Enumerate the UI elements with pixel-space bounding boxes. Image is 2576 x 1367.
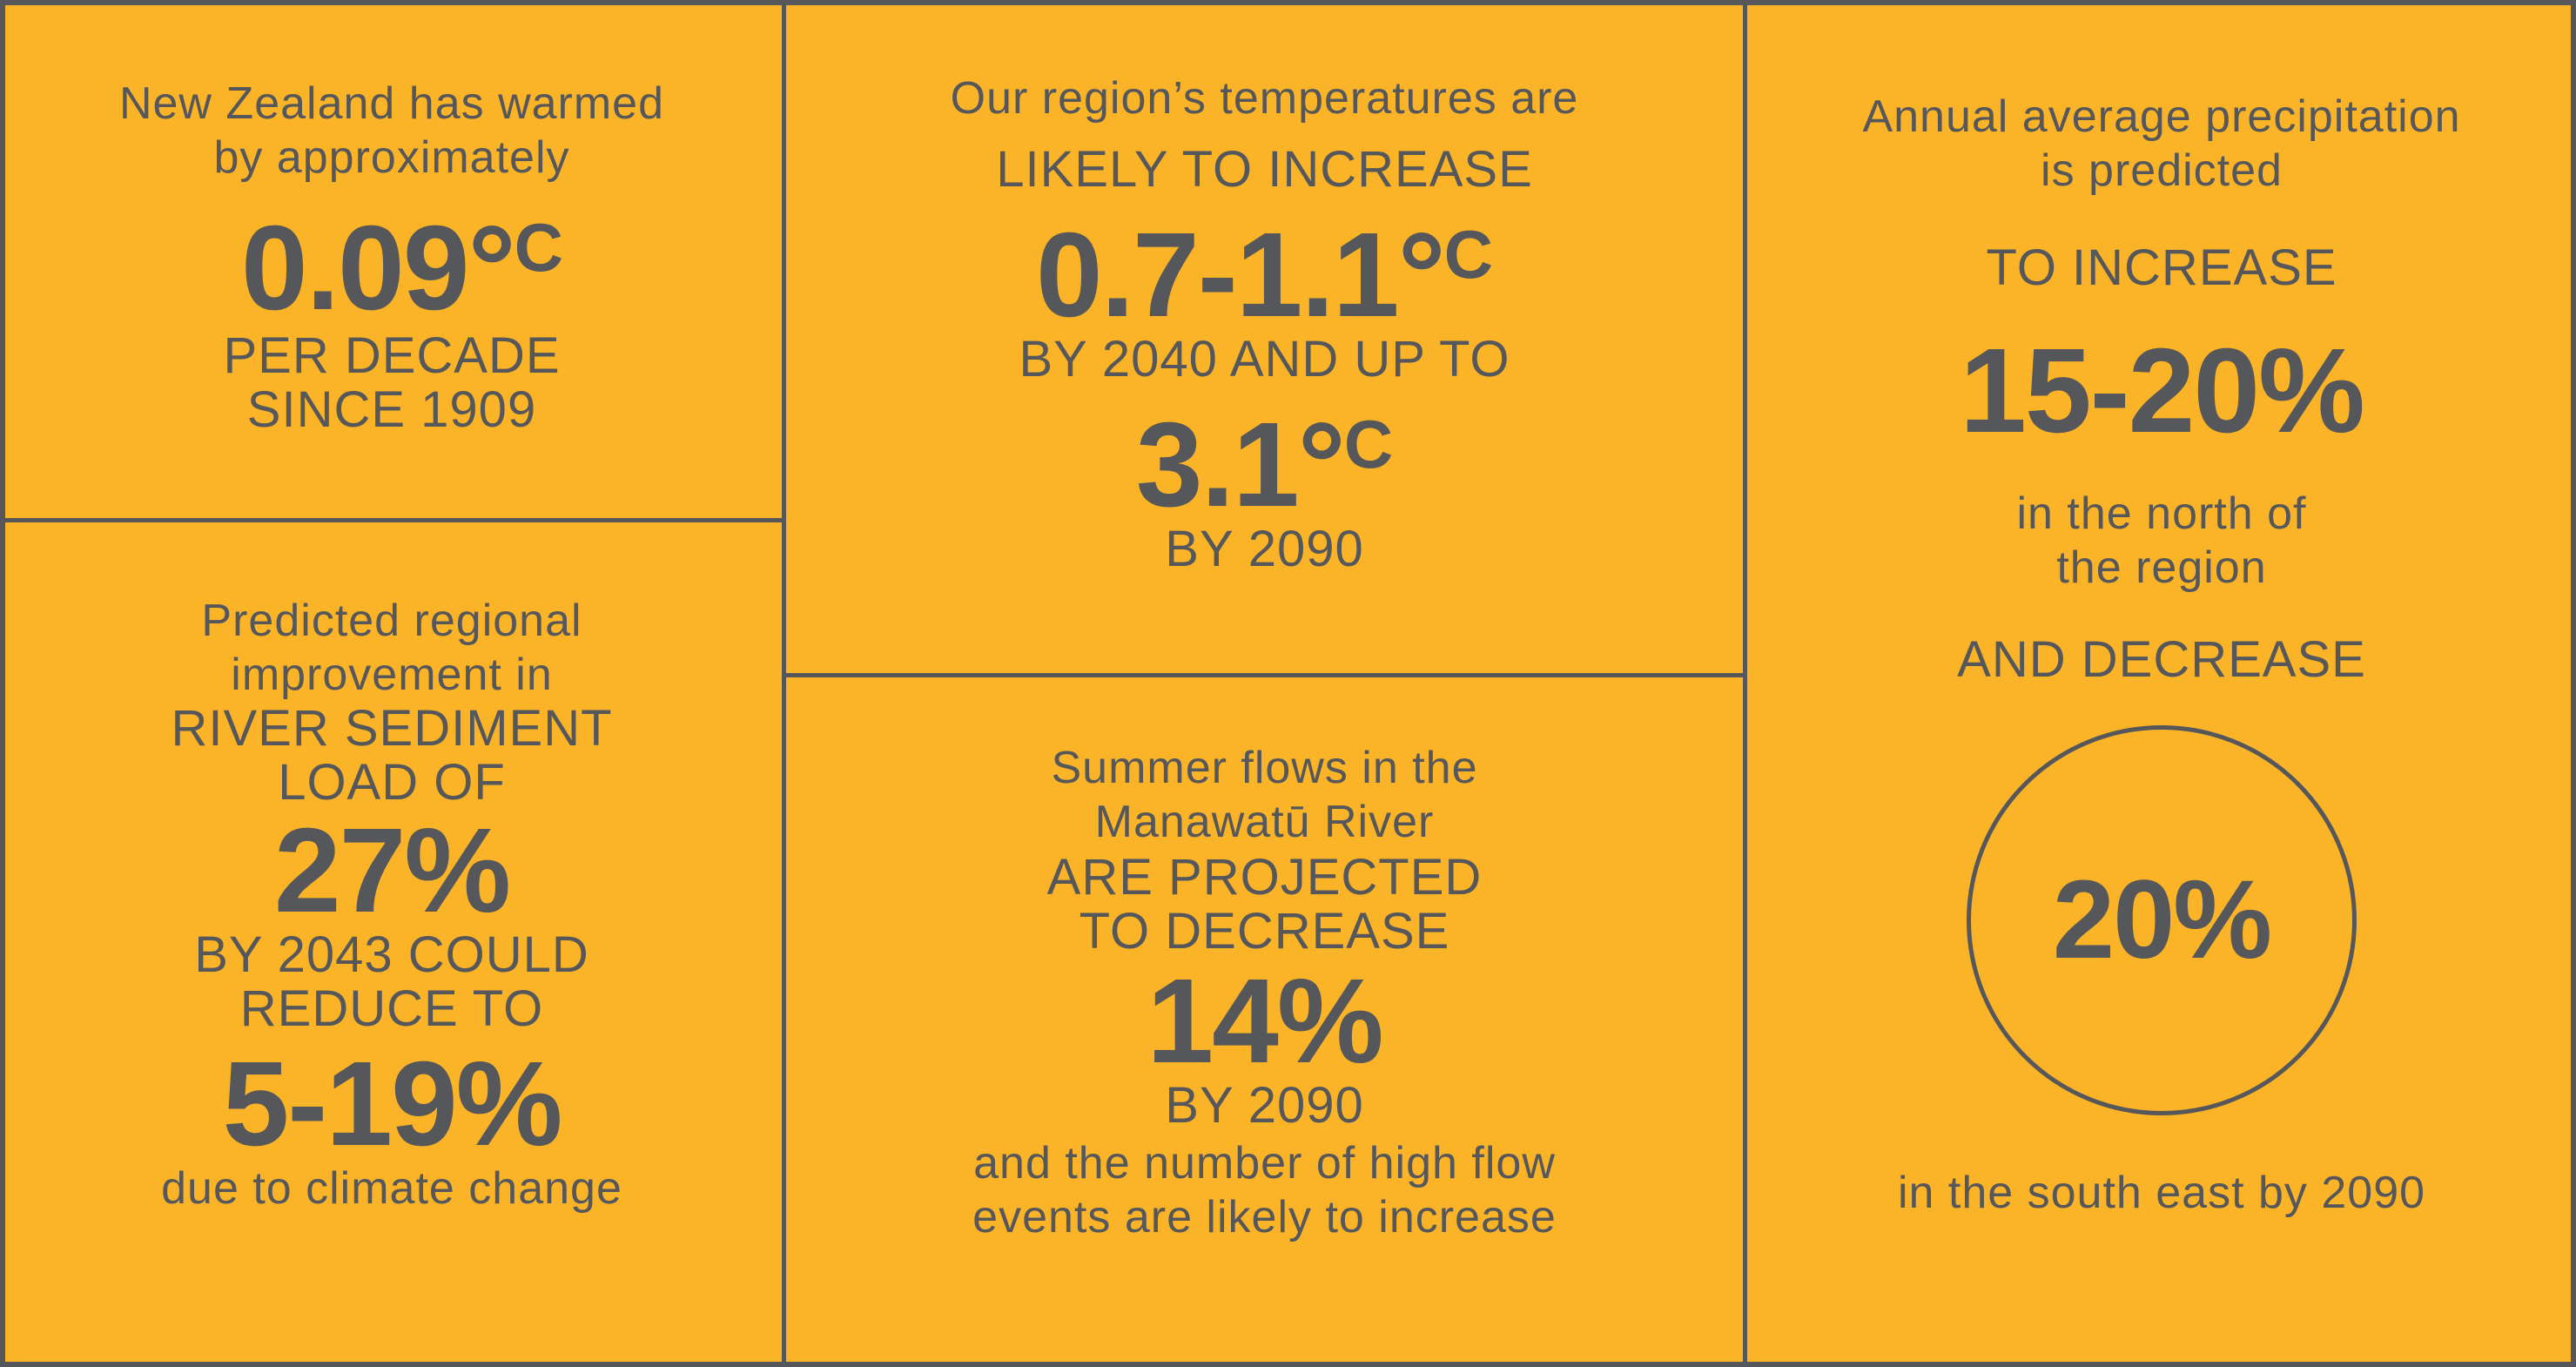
panel-intro-line-1: Annual average precipitation <box>1862 91 2461 142</box>
divider-middle-horizontal <box>784 673 1745 677</box>
panel-precipitation: Annual average precipitation is predicte… <box>1747 90 2576 1220</box>
panel-intro-line-1: Predicted regional <box>201 596 582 646</box>
divider-right <box>1743 0 1747 1367</box>
panel-mid-line-1: BY 2043 COULD <box>194 926 589 983</box>
temp-2040-number: 0.7-1.1° <box>1035 208 1446 342</box>
divider-left-horizontal <box>0 518 784 522</box>
temp-2090-unit: C <box>1343 406 1394 482</box>
panel-note-line-1: and the number of high flow <box>973 1138 1556 1189</box>
panel-intro: Our region’s temperatures are <box>950 73 1579 124</box>
panel-mid-line-2: REDUCE TO <box>239 980 544 1037</box>
panel-note-line-2: events are likely to increase <box>972 1192 1557 1242</box>
panel-mid-text: BY 2040 AND UP TO <box>1019 331 1510 387</box>
panel-detail-line-2: SINCE 1909 <box>246 381 537 438</box>
panel-headline-2: AND DECREASE <box>1957 631 2366 688</box>
panel-end-text: BY 2090 <box>1165 1077 1364 1134</box>
panel-headline: TO INCREASE <box>1986 239 2337 296</box>
temp-2090-number: 3.1° <box>1135 398 1346 532</box>
panel-summer-flows: Summer flows in the Manawatū River ARE P… <box>786 741 1743 1244</box>
panel-detail-line-1: PER DECADE <box>223 327 561 384</box>
panel-intro-line-2: Manawatū River <box>1094 797 1435 847</box>
panel-end-text: due to climate change <box>161 1163 622 1214</box>
panel-end-text: BY 2090 <box>1165 521 1364 577</box>
panel-nz-warming: New Zealand has warmed by approximately … <box>0 77 784 437</box>
panel-headline-line-2: LOAD OF <box>278 754 506 811</box>
warming-value: 0.09°C <box>241 190 564 328</box>
sediment-reduced-value: 5-19% <box>222 1037 563 1171</box>
warming-number: 0.09° <box>240 201 516 335</box>
panel-river-sediment: Predicted regional improvement in RIVER … <box>0 594 784 1215</box>
panel-intro-line-1: New Zealand has warmed <box>118 78 665 129</box>
temp-2040-value: 0.7-1.1°C <box>1036 197 1494 335</box>
decrease-circle: 20% <box>1967 725 2357 1115</box>
flow-decrease-value: 14% <box>1147 954 1383 1088</box>
warming-unit: C <box>514 209 564 286</box>
precip-decrease-value: 20% <box>2052 858 2272 982</box>
temp-2040-unit: C <box>1443 216 1494 293</box>
panel-region-temperatures: Our region’s temperatures are LIKELY TO … <box>786 71 1743 576</box>
temp-2090-value: 3.1°C <box>1136 387 1394 525</box>
panel-intro-line-2: is predicted <box>2041 145 2283 196</box>
divider-left <box>782 0 786 1367</box>
panel-headline-line-1: ARE PROJECTED <box>1046 849 1483 906</box>
panel-headline: LIKELY TO INCREASE <box>996 141 1533 198</box>
panel-intro-line-2: by approximately <box>213 132 570 183</box>
sediment-value: 27% <box>273 804 511 938</box>
south-east-text: in the south east by 2090 <box>1897 1168 2426 1218</box>
panel-intro-line-2: improvement in <box>231 650 553 700</box>
precip-increase-value: 15-20% <box>1960 324 2365 458</box>
panel-headline-line-1: RIVER SEDIMENT <box>171 700 613 757</box>
north-line-1: in the north of <box>2016 488 2307 539</box>
panel-intro-line-1: Summer flows in the <box>1051 743 1478 793</box>
panel-headline-line-2: TO DECREASE <box>1079 903 1450 960</box>
north-line-2: the region <box>2056 542 2267 593</box>
